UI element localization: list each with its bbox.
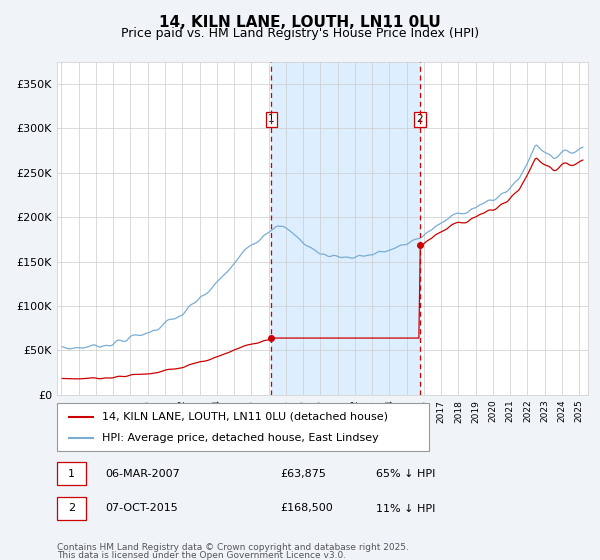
FancyBboxPatch shape <box>57 463 86 485</box>
Text: £168,500: £168,500 <box>280 503 333 514</box>
Text: 2: 2 <box>416 114 423 124</box>
Text: 14, KILN LANE, LOUTH, LN11 0LU: 14, KILN LANE, LOUTH, LN11 0LU <box>159 15 441 30</box>
Text: 65% ↓ HPI: 65% ↓ HPI <box>376 469 435 479</box>
FancyBboxPatch shape <box>57 497 86 520</box>
Text: HPI: Average price, detached house, East Lindsey: HPI: Average price, detached house, East… <box>101 433 379 444</box>
Text: 1: 1 <box>68 469 75 479</box>
Text: 2: 2 <box>68 503 75 514</box>
Text: 11% ↓ HPI: 11% ↓ HPI <box>376 503 435 514</box>
Text: 07-OCT-2015: 07-OCT-2015 <box>105 503 178 514</box>
Bar <box>271 62 420 395</box>
Text: 1: 1 <box>268 114 275 124</box>
Text: Price paid vs. HM Land Registry's House Price Index (HPI): Price paid vs. HM Land Registry's House … <box>121 27 479 40</box>
Text: 14, KILN LANE, LOUTH, LN11 0LU (detached house): 14, KILN LANE, LOUTH, LN11 0LU (detached… <box>101 412 388 422</box>
Text: £63,875: £63,875 <box>280 469 326 479</box>
Text: This data is licensed under the Open Government Licence v3.0.: This data is licensed under the Open Gov… <box>57 551 346 560</box>
Text: Contains HM Land Registry data © Crown copyright and database right 2025.: Contains HM Land Registry data © Crown c… <box>57 543 409 552</box>
FancyBboxPatch shape <box>57 403 429 451</box>
Text: 06-MAR-2007: 06-MAR-2007 <box>105 469 179 479</box>
